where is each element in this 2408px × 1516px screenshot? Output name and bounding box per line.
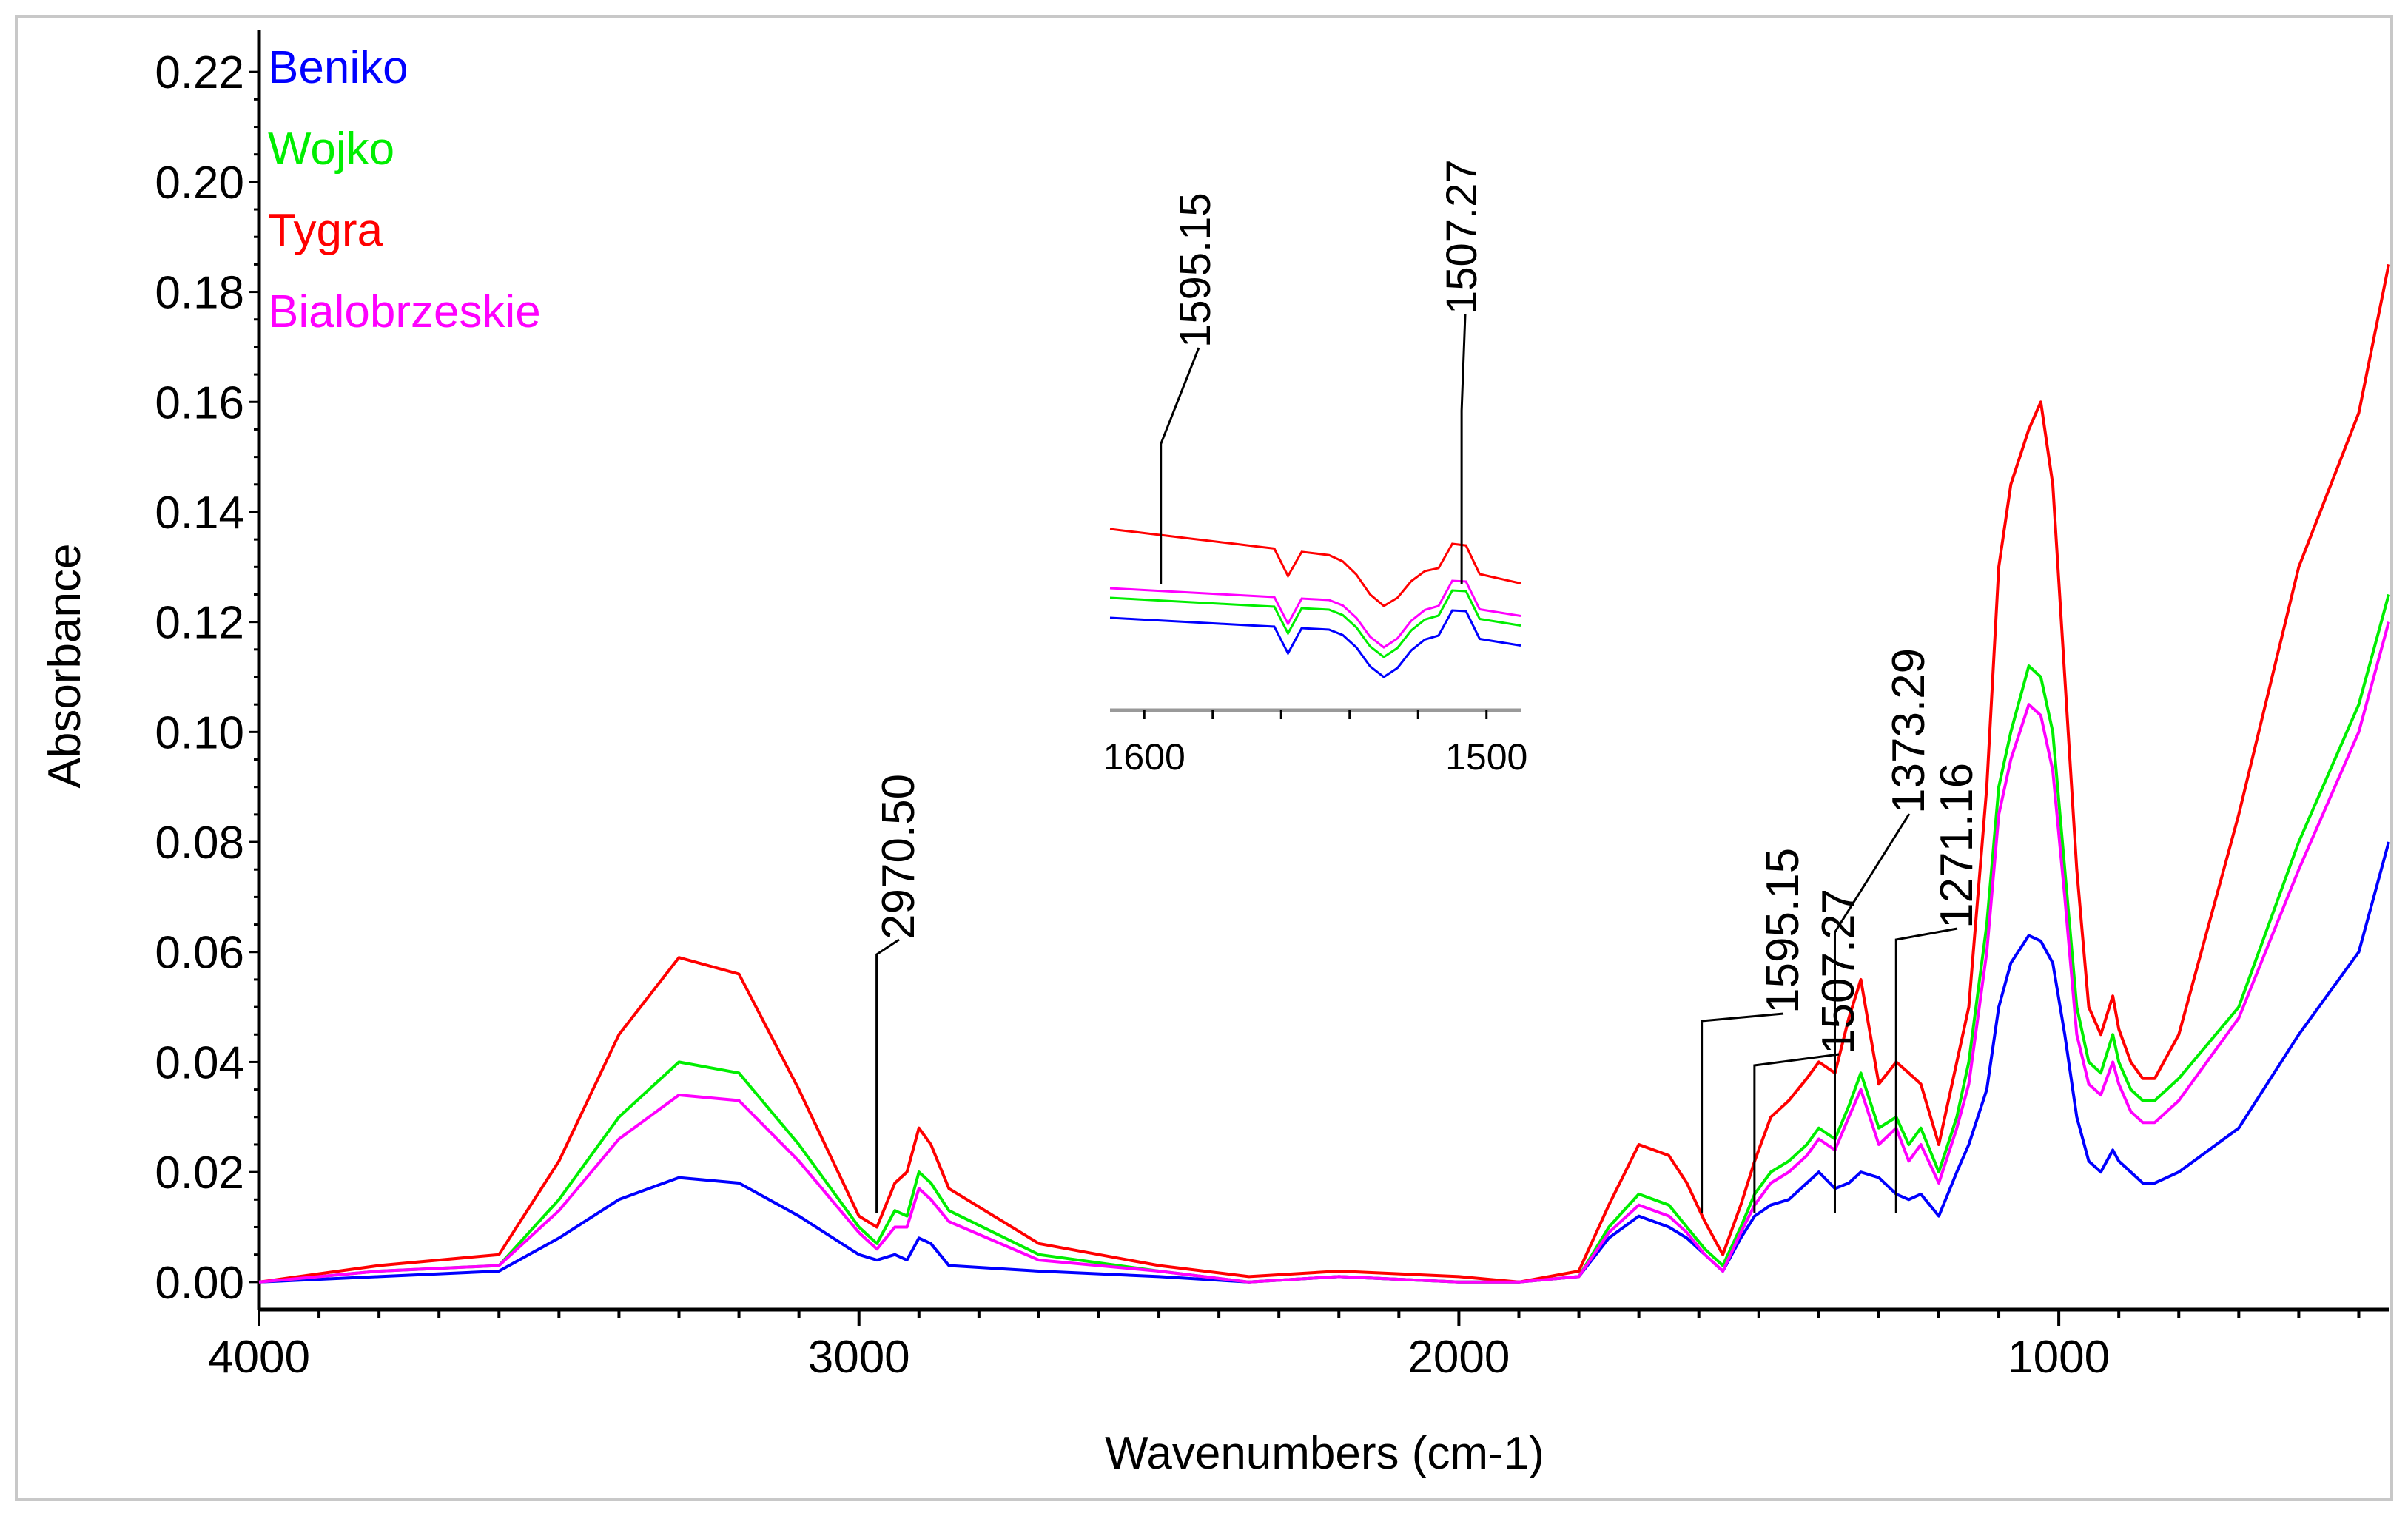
- figure-frame: [15, 15, 2393, 1501]
- x-axis: 4000 3000 2000 1000: [208, 1307, 2389, 1383]
- inset-peak-marker-line: [1460, 314, 1467, 584]
- y-tick-label: 0.02: [155, 1148, 244, 1199]
- inset-series-line-tygra: [1109, 528, 1521, 607]
- y-tick-label: 0.08: [155, 818, 244, 869]
- peak-label: 1595.15: [1758, 848, 1809, 1014]
- y-tick-label: 0.10: [155, 707, 244, 758]
- inset-series-line-wojko: [1109, 589, 1521, 658]
- x-tick-label: 1000: [2008, 1332, 2110, 1383]
- inset-x-tick-label: 1600: [1103, 736, 1185, 778]
- series-line-beniko: [258, 841, 2390, 1284]
- inset-peak-label: 1595.15: [1171, 192, 1220, 348]
- x-tick-label: 3000: [808, 1332, 910, 1383]
- peak-marker-line: [1753, 1053, 1840, 1213]
- legend: Beniko Wojko Tygra Bialobrzeskie: [268, 42, 541, 337]
- y-tick-label: 0.18: [155, 268, 244, 319]
- y-tick-label: 0.20: [155, 158, 244, 209]
- legend-entry-tygra: Tygra: [268, 205, 383, 256]
- x-tick-label: 4000: [208, 1332, 310, 1383]
- series-line-bialobrzeskie: [258, 621, 2390, 1284]
- legend-entry-bialobrzeskie: Bialobrzeskie: [268, 286, 541, 337]
- peak-label: 1507.27: [1813, 889, 1864, 1054]
- x-tick-label: 2000: [1408, 1332, 1510, 1383]
- legend-entry-wojko: Wojko: [268, 124, 394, 175]
- peak-label: 1373.29: [1883, 648, 1934, 814]
- inset-x-tick-label: 1500: [1445, 736, 1527, 778]
- inset-series-line-bialobrzeskie: [1109, 579, 1521, 649]
- y-tick-label: 0.06: [155, 928, 244, 979]
- y-tick-label: 0.04: [155, 1037, 244, 1088]
- legend-entry-beniko: Beniko: [268, 42, 408, 93]
- y-tick-label: 0.12: [155, 598, 244, 649]
- y-tick-label: 0.00: [155, 1258, 244, 1309]
- peak-label: 2970.50: [873, 774, 924, 940]
- peak-marker-line: [1894, 927, 1958, 1213]
- series-line-tygra: [258, 264, 2390, 1284]
- peak-marker-line: [1833, 813, 1911, 1213]
- inset-peak-label: 1507.27: [1438, 159, 1486, 314]
- peak-marker-line: [1701, 1012, 1784, 1213]
- y-axis-title: Absorbance: [39, 544, 90, 789]
- series-group: [258, 264, 2390, 1284]
- y-tick-label: 0.14: [155, 488, 244, 539]
- inset-peak-marker-line: [1160, 347, 1200, 584]
- inset-zoom-plot: 1600 1500 1595.15 1507.27: [1103, 159, 1528, 778]
- peak-label: 1271.16: [1931, 763, 1982, 929]
- y-tick-label: 0.16: [155, 377, 244, 428]
- peak-marker-line: [875, 938, 900, 1213]
- y-axis: 0.00 0.02 0.04 0.06 0.08 0.10 0.12 0.14 0.16 0.18…: [155, 30, 261, 1310]
- series-line-wojko: [258, 593, 2390, 1284]
- y-tick-label: 0.22: [155, 47, 244, 98]
- inset-series-line-beniko: [1109, 609, 1521, 678]
- x-axis-title: Wavenumbers (cm-1): [1105, 1428, 1544, 1479]
